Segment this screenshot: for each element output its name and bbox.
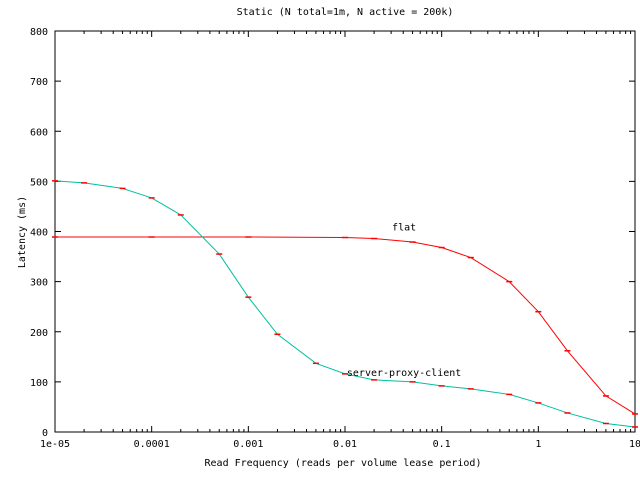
x-tick-label: 1e-05 xyxy=(40,439,70,450)
y-tick-label: 400 xyxy=(30,228,48,239)
series-line-server-proxy-client xyxy=(54,180,636,428)
y-axis-label: Latency (ms) xyxy=(17,196,28,268)
y-tick-label: 800 xyxy=(30,27,48,38)
axis-ticks: 0 100 200 300 400 500 600 700 800 1e-05 0.0001 0.00… xyxy=(30,27,640,450)
x-tick-label: 0.1 xyxy=(433,439,451,450)
x-tick-label: 0.01 xyxy=(333,439,357,450)
series-label: flat xyxy=(392,222,416,233)
x-tick-label: 0.0001 xyxy=(134,439,170,450)
chart-title: Static (N total=1m, N active = 200k) xyxy=(237,7,454,18)
y-tick-label: 500 xyxy=(30,177,48,188)
series-label: server-proxy-client xyxy=(347,368,461,379)
plot-frame xyxy=(54,30,636,433)
y-tick-label: 300 xyxy=(30,278,48,289)
y-tick-label: 0 xyxy=(42,428,48,439)
y-tick-label: 700 xyxy=(30,77,48,88)
series-line-flat xyxy=(55,236,636,415)
x-tick-label: 10 xyxy=(629,439,640,450)
y-tick-label: 200 xyxy=(30,328,48,339)
x-tick-label: 1 xyxy=(535,439,541,450)
series-layer: flat server-proxy-client xyxy=(52,180,638,428)
x-axis-label: Read Frequency (reads per volume lease p… xyxy=(205,458,482,469)
x-tick-label: 0.001 xyxy=(233,439,263,450)
y-tick-label: 100 xyxy=(30,378,48,389)
y-tick-label: 600 xyxy=(30,127,48,138)
